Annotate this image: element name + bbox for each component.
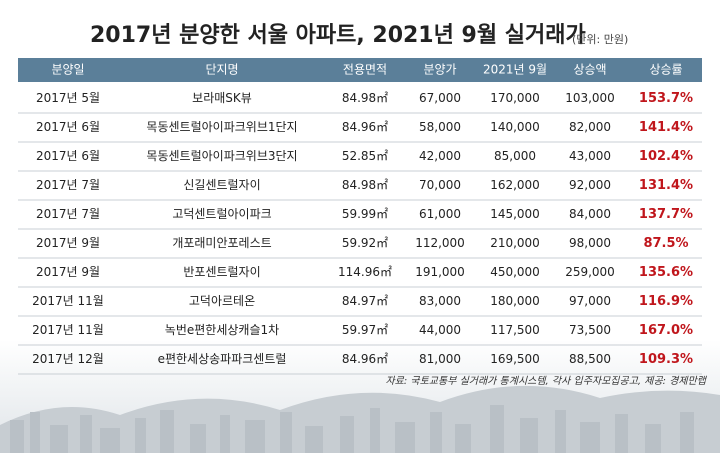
- cell: e편한세상송파파크센트럴: [158, 352, 287, 366]
- cell: 개포래미안포레스트: [172, 236, 271, 250]
- rate-cell: 109.3%: [639, 352, 693, 367]
- rate-cell: 102.4%: [639, 149, 693, 164]
- cell: 43,000: [569, 149, 611, 163]
- cell: 97,000: [569, 294, 611, 308]
- source: 자료: 국토교통부 실거래가 통계시스템, 각사 입주자모집공고, 제공: 경제…: [385, 375, 707, 387]
- cell: 191,000: [415, 265, 465, 279]
- cell: 2017년 11월: [32, 294, 104, 308]
- cell: 70,000: [419, 178, 461, 192]
- table-header: [18, 58, 702, 82]
- cell: 84.97㎡: [342, 294, 388, 308]
- cell: 259,000: [565, 265, 615, 279]
- rate-cell: 87.5%: [643, 236, 688, 251]
- cell: 반포센트럴자이: [183, 265, 260, 279]
- cell: 44,000: [419, 323, 461, 337]
- cell: 2017년 12월: [32, 352, 104, 366]
- cell: 신길센트럴자이: [183, 178, 260, 192]
- cell: 2017년 6월: [36, 149, 100, 163]
- cell: 2017년 11월: [32, 323, 104, 337]
- cell: 112,000: [415, 236, 465, 250]
- cell: 84.98㎡: [342, 178, 388, 192]
- cell: 2017년 7월: [36, 178, 100, 192]
- cell: 58,000: [419, 120, 461, 134]
- cell: 59.92㎡: [342, 236, 388, 250]
- cell: 목동센트럴아이파크위브1단지: [146, 120, 297, 134]
- cell: 2017년 5월: [36, 91, 100, 105]
- column-header: 분양가: [423, 63, 456, 77]
- cell: 83,000: [419, 294, 461, 308]
- cell: 73,500: [569, 323, 611, 337]
- cell: 82,000: [569, 120, 611, 134]
- cell: 84.98㎡: [342, 91, 388, 105]
- cell: 85,000: [494, 149, 536, 163]
- cell: 52.85㎡: [342, 149, 388, 163]
- cell: 84,000: [569, 207, 611, 221]
- cell: 88,500: [569, 352, 611, 366]
- cell: 117,500: [490, 323, 540, 337]
- cell: 고덕아르테온: [189, 294, 255, 308]
- column-header: 단지명: [205, 63, 238, 77]
- cell: 2017년 6월: [36, 120, 100, 134]
- unit: (단위: 만원): [572, 33, 628, 46]
- rate-cell: 141.4%: [639, 120, 693, 135]
- cell: 98,000: [569, 236, 611, 250]
- rate-cell: 131.4%: [639, 178, 693, 193]
- cell: 162,000: [490, 178, 540, 192]
- cell: 84.96㎡: [342, 352, 388, 366]
- cell: 92,000: [569, 178, 611, 192]
- column-header: 상승률: [649, 63, 682, 77]
- skyline: [0, 385, 720, 453]
- cell: 103,000: [565, 91, 615, 105]
- column-header: 분양일: [51, 63, 84, 77]
- cell: 61,000: [419, 207, 461, 221]
- cell: 67,000: [419, 91, 461, 105]
- rate-cell: 116.9%: [639, 294, 693, 309]
- rate-cell: 167.0%: [639, 323, 693, 338]
- cell: 고덕센트럴아이파크: [172, 207, 271, 221]
- cell: 42,000: [419, 149, 461, 163]
- cell: 2017년 9월: [36, 265, 100, 279]
- column-header: 2021년 9월: [483, 63, 547, 77]
- column-header: 상승액: [573, 63, 606, 77]
- cell: 170,000: [490, 91, 540, 105]
- cell: 2017년 7월: [36, 207, 100, 221]
- cell: 59.99㎡: [342, 207, 388, 221]
- title: 2017년 분양한 서울 아파트, 2021년 9월 실거래가: [90, 23, 586, 48]
- column-header: 전용면적: [343, 63, 387, 77]
- cell: 81,000: [419, 352, 461, 366]
- rate-cell: 153.7%: [639, 91, 693, 106]
- cell: 2017년 9월: [36, 236, 100, 250]
- rate-cell: 135.6%: [639, 265, 693, 280]
- cell: 목동센트럴아이파크위브3단지: [146, 149, 297, 163]
- cell: 210,000: [490, 236, 540, 250]
- cell: 녹번e편한세상캐슬1차: [165, 323, 279, 337]
- cell: 145,000: [490, 207, 540, 221]
- cell: 59.97㎡: [342, 323, 388, 337]
- cell: 450,000: [490, 265, 540, 279]
- cell: 84.96㎡: [342, 120, 388, 134]
- cell: 169,500: [490, 352, 540, 366]
- cell: 114.96㎡: [338, 265, 392, 279]
- cell: 보라매SK뷰: [192, 91, 252, 105]
- rate-cell: 137.7%: [639, 207, 693, 222]
- cell: 140,000: [490, 120, 540, 134]
- cell: 180,000: [490, 294, 540, 308]
